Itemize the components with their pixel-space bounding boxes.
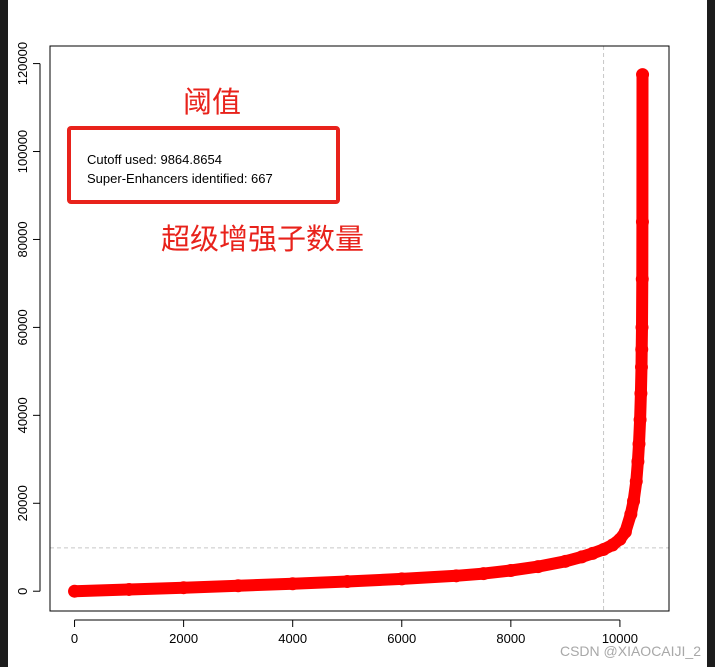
data-point xyxy=(629,474,643,488)
data-point xyxy=(624,507,638,521)
data-point xyxy=(449,569,463,583)
x-tick-label: 8000 xyxy=(496,631,525,646)
data-point xyxy=(477,567,491,581)
x-tick-label: 10000 xyxy=(602,631,638,646)
data-point xyxy=(531,560,545,574)
threshold-annotation: 阈值 xyxy=(183,85,241,119)
data-point xyxy=(558,554,572,568)
data-point xyxy=(635,215,649,229)
data-points xyxy=(68,68,650,598)
data-point xyxy=(635,272,649,286)
data-point xyxy=(634,386,648,400)
y-axis: 0 20000 40000 60000 80000 100000 120000 xyxy=(15,42,41,595)
data-point xyxy=(632,437,646,451)
y-tick-label: 60000 xyxy=(15,309,30,345)
x-tick-label: 6000 xyxy=(387,631,416,646)
data-point xyxy=(618,525,632,539)
data-point xyxy=(504,564,518,578)
data-point xyxy=(122,582,136,596)
data-point xyxy=(395,572,409,586)
x-tick-label: 2000 xyxy=(169,631,198,646)
cutoff-text: Cutoff used: 9864.8654 xyxy=(87,152,222,167)
data-point xyxy=(636,68,650,82)
data-point xyxy=(635,342,649,356)
reference-lines xyxy=(50,46,669,611)
data-point xyxy=(340,575,354,589)
data-point xyxy=(631,455,645,469)
x-axis: 0 2000 4000 6000 8000 10000 xyxy=(71,619,638,646)
super-enhancer-count-annotation: 超级增强子数量 xyxy=(161,222,364,256)
y-tick-label: 100000 xyxy=(15,130,30,173)
data-point xyxy=(633,413,647,427)
data-point xyxy=(177,581,191,595)
super-enhancers-text: Super-Enhancers identified: 667 xyxy=(87,171,273,186)
window-frame-right xyxy=(707,0,715,667)
highlight-box xyxy=(67,126,340,204)
watermark: CSDN @XIAOCAIJI_2 xyxy=(559,643,701,659)
x-tick-label: 4000 xyxy=(278,631,307,646)
data-point xyxy=(586,546,600,560)
y-tick-label: 80000 xyxy=(15,221,30,257)
y-tick-label: 20000 xyxy=(15,485,30,521)
data-point xyxy=(627,494,641,508)
plot-box xyxy=(49,45,670,612)
y-tick-label: 120000 xyxy=(15,42,30,85)
data-point xyxy=(575,550,589,564)
data-point xyxy=(231,579,245,593)
y-tick-label: 0 xyxy=(15,588,30,595)
data-point xyxy=(68,584,82,598)
window-frame-left xyxy=(0,0,8,667)
data-point xyxy=(634,360,648,374)
x-tick-label: 0 xyxy=(71,631,78,646)
data-point xyxy=(286,577,300,591)
data-point xyxy=(635,320,649,334)
y-tick-label: 40000 xyxy=(15,397,30,433)
